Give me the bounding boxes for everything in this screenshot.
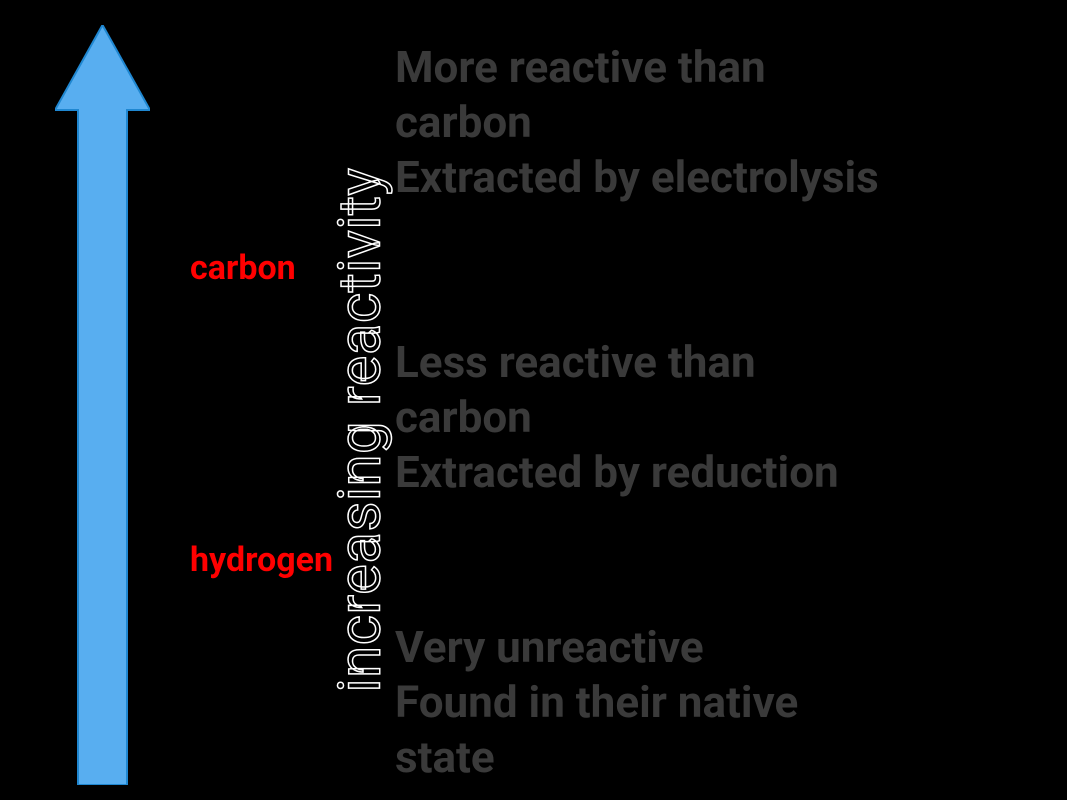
- section-bottom-line1: Very unreactive: [395, 620, 798, 675]
- section-middle-line1: Less reactive than: [395, 335, 839, 390]
- section-middle-line3: Extracted by reduction: [395, 445, 839, 500]
- section-top-line3: Extracted by electrolysis: [395, 150, 879, 205]
- section-top: More reactive than carbon Extracted by e…: [395, 40, 879, 205]
- arrow-svg: [55, 25, 150, 785]
- arrow-label: increasing reactivity: [326, 168, 394, 693]
- divider-hydrogen: hydrogen: [190, 540, 333, 580]
- section-middle-line2: carbon: [395, 390, 839, 445]
- section-top-line2: carbon: [395, 95, 879, 150]
- section-top-line1: More reactive than: [395, 40, 879, 95]
- section-bottom-line3: state: [395, 730, 798, 785]
- section-bottom-line2: Found in their native: [395, 675, 798, 730]
- section-bottom: Very unreactive Found in their native st…: [395, 620, 798, 785]
- section-middle: Less reactive than carbon Extracted by r…: [395, 335, 839, 500]
- divider-carbon: carbon: [190, 248, 296, 288]
- reactivity-arrow: increasing reactivity: [55, 25, 150, 785]
